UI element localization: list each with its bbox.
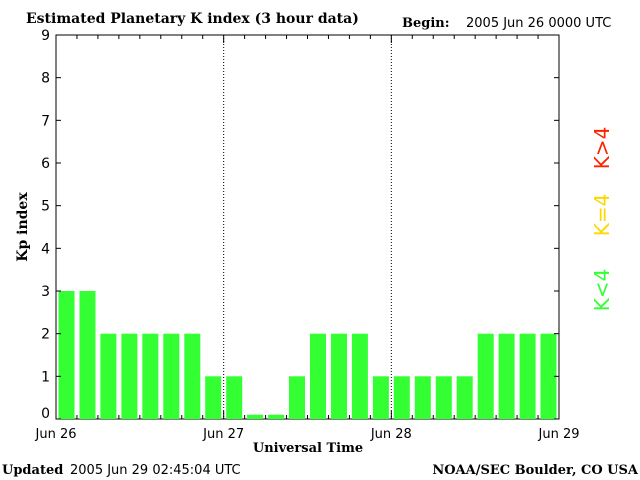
- bar-12: [289, 376, 305, 419]
- x-tick-label-3: Jun 28: [370, 427, 412, 442]
- bar-15: [351, 333, 368, 419]
- bar-23: [519, 333, 536, 419]
- bar-24: [540, 333, 557, 419]
- source-credit: NOAA/SEC Boulder, CO USA: [432, 463, 639, 478]
- plot-area: 0 1 2 3 4 5 6 7 8 9 Jun 26 Jun 27 Jun 28 Jun 29: [35, 28, 580, 442]
- bar-9: [226, 376, 243, 419]
- begin-label: Begin:: [402, 16, 450, 31]
- x-tick-label-2: Jun 27: [202, 427, 244, 442]
- legend-entry-3: K>4: [590, 127, 614, 170]
- y-tick-label-0: 0: [41, 406, 50, 422]
- begin-value: 2005 Jun 26 0000 UTC: [466, 16, 611, 31]
- y-tick-label-4: 4: [41, 241, 50, 257]
- y-tick-label-3: 3: [41, 284, 50, 300]
- y-tick-label-5: 5: [41, 199, 50, 215]
- bar-series: [58, 291, 557, 419]
- bar-22: [498, 333, 515, 419]
- bar-19: [435, 376, 452, 419]
- bar-18: [414, 376, 431, 419]
- bar-3: [100, 333, 117, 419]
- bar-4: [121, 333, 138, 419]
- y-tick-label-1: 1: [41, 369, 50, 385]
- day-dividers: [223, 35, 392, 419]
- y-tick-label-6: 6: [41, 156, 50, 172]
- y-axis-label: Kp index: [15, 192, 31, 262]
- y-tick-label-8: 8: [41, 71, 50, 87]
- bar-13: [310, 333, 326, 419]
- updated-label: Updated: [2, 463, 63, 478]
- updated-value: 2005 Jun 29 02:45:04 UTC: [70, 463, 241, 478]
- bar-16: [372, 376, 389, 419]
- x-axis-ticks: Jun 26 Jun 27 Jun 28 Jun 29: [35, 35, 580, 442]
- bar-14: [331, 333, 347, 419]
- bar-20: [456, 376, 473, 419]
- bar-6: [163, 333, 180, 419]
- legend-entry-1: K<4: [590, 269, 614, 312]
- x-tick-label-1: Jun 26: [35, 427, 77, 442]
- bar-11: [268, 414, 285, 419]
- bar-8: [205, 376, 222, 419]
- bar-2: [79, 291, 96, 419]
- x-tick-label-4: Jun 29: [538, 427, 580, 442]
- bar-21: [477, 333, 494, 419]
- bar-5: [142, 333, 159, 419]
- bar-10: [247, 414, 264, 419]
- y-tick-label-9: 9: [41, 28, 50, 44]
- legend-entry-2: K=4: [590, 194, 614, 237]
- y-tick-label-2: 2: [41, 327, 50, 343]
- x-axis-label: Universal Time: [253, 441, 363, 456]
- chart-title: Estimated Planetary K index (3 hour data…: [26, 11, 359, 27]
- bar-17: [393, 376, 410, 419]
- bar-7: [184, 333, 201, 419]
- y-axis-ticks: 0 1 2 3 4 5 6 7 8 9: [41, 28, 559, 422]
- y-tick-label-7: 7: [41, 113, 50, 129]
- legend: K<4 K=4 K>4: [590, 127, 614, 312]
- bar-1: [58, 291, 75, 419]
